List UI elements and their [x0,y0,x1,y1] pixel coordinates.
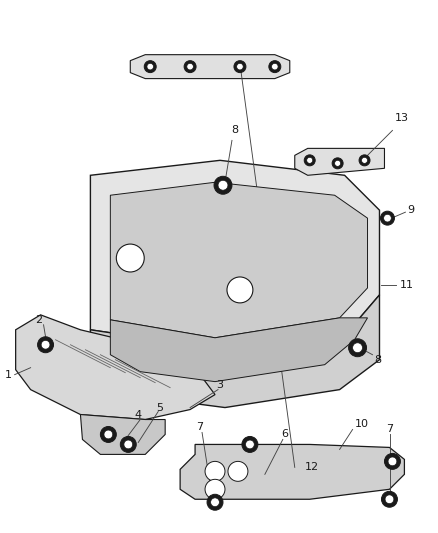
Circle shape [104,430,113,439]
Circle shape [385,454,400,470]
Circle shape [117,244,144,272]
Circle shape [381,211,395,225]
Circle shape [332,158,343,169]
Circle shape [353,343,363,353]
Circle shape [100,426,117,442]
Circle shape [147,63,153,70]
Circle shape [214,176,232,194]
Text: 12: 12 [305,462,319,472]
Text: 10: 10 [355,419,368,430]
Circle shape [304,155,315,166]
Circle shape [234,61,246,72]
Text: 3: 3 [216,379,223,390]
Circle shape [120,437,136,453]
Circle shape [246,440,254,449]
Text: 6: 6 [281,430,288,440]
Text: 8: 8 [374,354,381,365]
Text: 2: 2 [35,315,42,325]
Polygon shape [110,318,367,382]
Polygon shape [180,445,404,499]
Circle shape [41,341,50,349]
Circle shape [205,479,225,499]
Text: 13: 13 [395,114,409,124]
Circle shape [207,494,223,510]
Circle shape [335,160,341,166]
Circle shape [361,157,367,163]
Polygon shape [90,295,379,408]
Circle shape [227,277,253,303]
Circle shape [38,337,53,353]
Text: 5: 5 [157,402,164,413]
Circle shape [218,180,228,190]
Text: 1: 1 [5,370,12,379]
Circle shape [124,440,133,449]
Circle shape [359,155,370,166]
Circle shape [384,214,391,222]
Circle shape [381,491,397,507]
Circle shape [385,495,394,504]
Circle shape [144,61,156,72]
Text: 7: 7 [386,424,393,434]
Text: 8: 8 [231,125,239,135]
Circle shape [205,462,225,481]
Circle shape [242,437,258,453]
Circle shape [388,457,397,466]
Polygon shape [16,315,215,419]
Circle shape [349,339,367,357]
Polygon shape [81,415,165,455]
Polygon shape [295,148,385,175]
Polygon shape [110,182,367,338]
Text: 7: 7 [197,423,204,432]
Circle shape [184,61,196,72]
Text: 11: 11 [399,280,413,290]
Circle shape [228,462,248,481]
Circle shape [211,498,219,507]
Polygon shape [90,160,379,350]
Text: 4: 4 [135,409,142,419]
Circle shape [237,63,243,70]
Circle shape [269,61,281,72]
Polygon shape [130,55,290,78]
Text: 9: 9 [407,205,414,215]
Circle shape [272,63,278,70]
Circle shape [187,63,194,70]
Circle shape [307,157,313,163]
